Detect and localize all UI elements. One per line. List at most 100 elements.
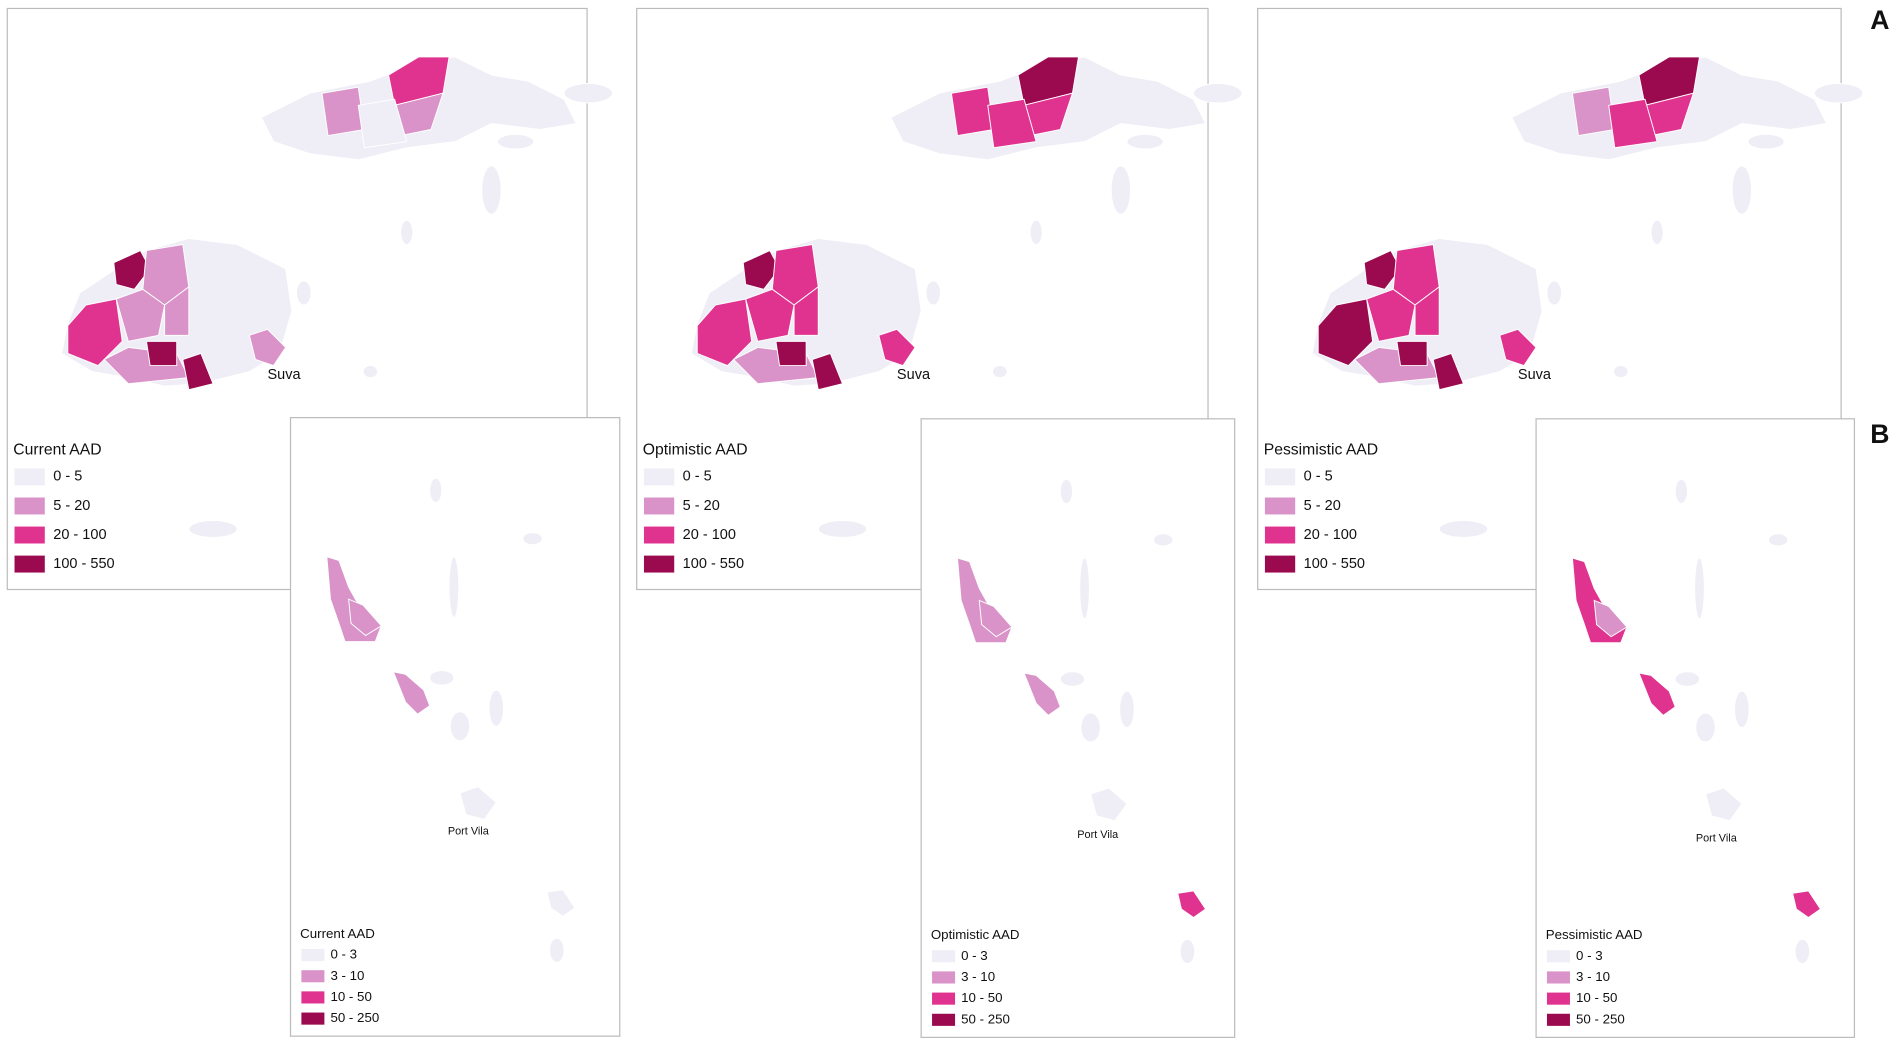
district xyxy=(1414,285,1440,336)
island xyxy=(1546,280,1562,306)
island xyxy=(1674,671,1700,687)
legend-swatch xyxy=(1264,526,1296,544)
legend-swatch xyxy=(932,1013,956,1026)
legend-label: 3 - 10 xyxy=(961,969,995,984)
island xyxy=(549,937,565,963)
island xyxy=(1695,712,1716,743)
island xyxy=(449,711,471,742)
island xyxy=(429,670,455,686)
island xyxy=(1674,478,1688,505)
legend-label: 5 - 20 xyxy=(53,498,90,514)
island xyxy=(1090,787,1128,822)
panel-label: A xyxy=(1870,5,1889,35)
district xyxy=(950,86,995,137)
district xyxy=(67,298,123,367)
island xyxy=(1023,672,1061,717)
legend-label: 20 - 100 xyxy=(683,527,736,543)
city-label: Suva xyxy=(1518,367,1552,383)
island xyxy=(188,520,238,538)
island xyxy=(392,671,431,715)
island xyxy=(1438,520,1489,538)
legend-swatch xyxy=(932,971,956,984)
city-label: Suva xyxy=(268,367,302,383)
vanuatu-map-panel: Port Vila Pessimistic AAD 0 - 3 3 - 10 10 - … xyxy=(1535,418,1856,1038)
district xyxy=(145,340,178,367)
island xyxy=(1079,557,1090,620)
island xyxy=(1704,787,1743,822)
legend-label: 0 - 3 xyxy=(961,948,988,963)
legend-label: 0 - 3 xyxy=(1576,948,1603,963)
district xyxy=(1499,328,1537,367)
city-label: Port Vila xyxy=(1696,833,1738,845)
legend-swatch xyxy=(301,991,325,1004)
legend-title: Current AAD xyxy=(13,441,101,458)
district xyxy=(745,288,795,342)
district xyxy=(357,98,408,149)
island xyxy=(546,889,576,917)
legend-swatch xyxy=(932,992,956,1005)
island xyxy=(1177,890,1207,919)
island xyxy=(481,165,502,215)
island xyxy=(925,280,942,306)
legend-swatch xyxy=(1546,971,1570,984)
island xyxy=(488,689,505,727)
vanuatu-map-panel: Port Vila Optimistic AAD 0 - 3 3 - 10 10 - 5… xyxy=(920,418,1236,1038)
island xyxy=(448,556,460,618)
legend-label: 50 - 250 xyxy=(330,1010,379,1025)
island xyxy=(1747,133,1785,150)
legend-label: 10 - 50 xyxy=(1576,990,1617,1005)
district xyxy=(1432,352,1465,391)
vanuatu-map-panel: Port Vila Current AAD 0 - 3 3 - 10 10 - 50 50… xyxy=(289,417,621,1037)
legend-label: 0 - 3 xyxy=(330,947,357,962)
island xyxy=(429,477,443,503)
legend-swatch xyxy=(1264,497,1296,515)
legend-swatch xyxy=(1264,468,1296,486)
district xyxy=(1363,249,1402,290)
district xyxy=(775,340,807,367)
legend-swatch xyxy=(643,497,675,515)
legend-label: 20 - 100 xyxy=(1304,527,1357,543)
island xyxy=(1059,478,1073,505)
legend-label: 100 - 550 xyxy=(53,556,114,572)
legend-swatch xyxy=(643,468,675,486)
district xyxy=(113,249,151,290)
island xyxy=(497,133,535,150)
panel-label: B xyxy=(1870,419,1889,449)
island xyxy=(1734,690,1750,728)
island xyxy=(1650,219,1664,246)
legend-swatch xyxy=(14,497,45,515)
legend-swatch xyxy=(301,970,325,983)
district xyxy=(811,352,844,391)
island xyxy=(1694,557,1705,620)
legend-label: 0 - 5 xyxy=(683,469,712,485)
district xyxy=(248,328,287,367)
legend-swatch xyxy=(932,950,956,963)
legend-swatch xyxy=(14,468,45,486)
district xyxy=(1571,86,1616,137)
district xyxy=(321,86,365,137)
island xyxy=(1059,671,1086,687)
district xyxy=(1366,288,1416,342)
island xyxy=(1593,599,1628,638)
island xyxy=(1119,690,1135,728)
island xyxy=(522,532,543,546)
legend-label: 100 - 550 xyxy=(683,556,744,572)
island xyxy=(1813,83,1864,104)
legend-swatch xyxy=(14,526,45,544)
legend-label: 3 - 10 xyxy=(1576,969,1610,984)
district xyxy=(182,352,214,391)
district xyxy=(987,98,1037,149)
island xyxy=(296,280,312,306)
legend-swatch xyxy=(1546,950,1570,963)
island xyxy=(362,365,379,379)
legend-swatch xyxy=(1546,992,1570,1005)
legend-title: Optimistic AAD xyxy=(931,927,1020,942)
island xyxy=(817,520,868,538)
panel-frame xyxy=(920,418,1236,1038)
island xyxy=(1638,672,1676,717)
district xyxy=(742,249,781,290)
legend-title: Optimistic AAD xyxy=(643,441,748,458)
island xyxy=(1029,219,1043,246)
city-label: Port Vila xyxy=(1077,829,1119,841)
